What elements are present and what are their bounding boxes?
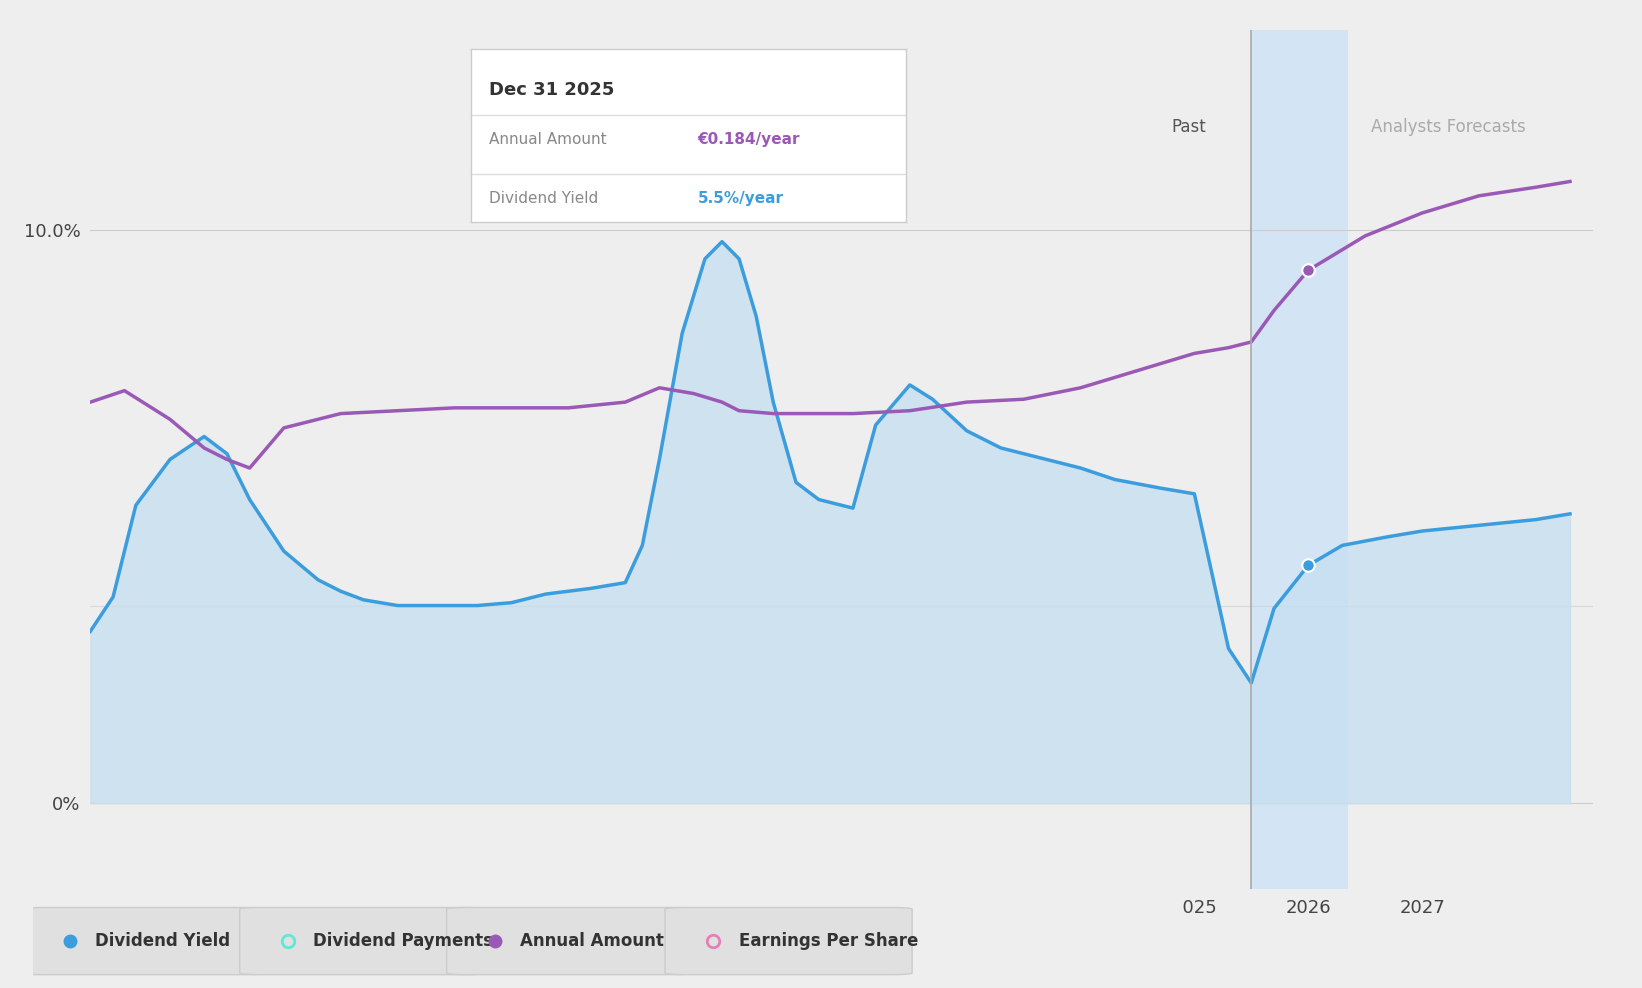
Text: Annual Amount: Annual Amount: [489, 131, 606, 147]
FancyBboxPatch shape: [240, 907, 488, 974]
Text: Analysts Forecasts: Analysts Forecasts: [1371, 118, 1525, 136]
Text: 5.5%/year: 5.5%/year: [698, 191, 783, 206]
Text: Dec 31 2025: Dec 31 2025: [489, 81, 614, 99]
Text: Annual Amount: Annual Amount: [521, 932, 663, 950]
Text: Dividend Yield: Dividend Yield: [489, 191, 598, 206]
Text: Earnings Per Share: Earnings Per Share: [739, 932, 918, 950]
Text: Past: Past: [1171, 118, 1205, 136]
Text: Dividend Yield: Dividend Yield: [95, 932, 230, 950]
Text: Dividend Payments: Dividend Payments: [314, 932, 493, 950]
Bar: [1251, 30, 1348, 889]
FancyBboxPatch shape: [21, 907, 268, 974]
FancyBboxPatch shape: [665, 907, 913, 974]
Text: €0.184/year: €0.184/year: [698, 131, 800, 147]
FancyBboxPatch shape: [447, 907, 693, 974]
